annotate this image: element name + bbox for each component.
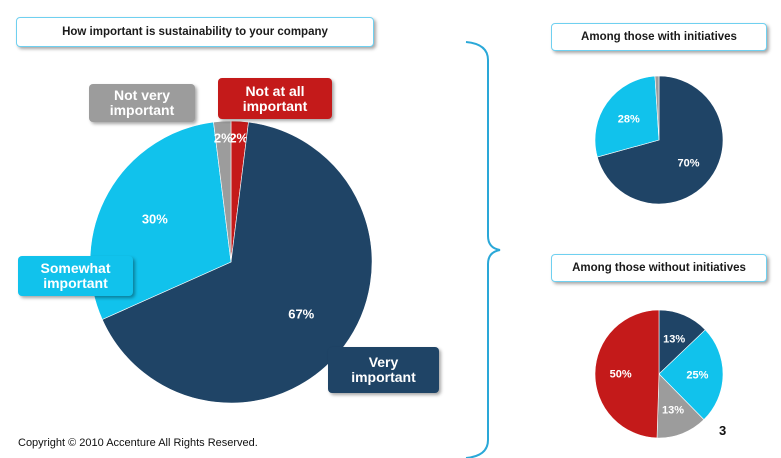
- copyright-notice: Copyright © 2010 Accenture All Rights Re…: [18, 437, 258, 449]
- callout-not-at-all-important: Not at all important: [218, 78, 332, 119]
- main-label-very-important: 67%: [288, 307, 314, 322]
- without-label-very-important: 13%: [663, 334, 685, 346]
- with-initiatives-pie: 70% 28%: [594, 75, 724, 205]
- callout-somewhat-important: Somewhat important: [18, 256, 133, 296]
- without-label-not-very-important: 13%: [662, 405, 684, 417]
- with-initiatives-title: Among those with initiatives: [551, 23, 767, 51]
- with-slice-somewhat-important: [594, 75, 660, 158]
- without-initiatives-title: Among those without initiatives: [551, 254, 767, 282]
- callout-very-important: Very important: [328, 347, 439, 393]
- without-label-somewhat-important: 25%: [686, 369, 708, 381]
- with-slice-very-important: [596, 75, 724, 205]
- main-chart-title: How important is sustainability to your …: [16, 17, 374, 47]
- with-slice-not-very-important: [654, 75, 660, 141]
- callout-not-very-important: Not very important: [89, 84, 195, 122]
- without-label-not-at-all-important: 50%: [610, 368, 632, 380]
- main-slice-not-very-important: [213, 120, 232, 263]
- without-slice-somewhat-important: [658, 329, 724, 421]
- main-label-somewhat-important: 30%: [142, 212, 168, 227]
- without-initiatives-pie: 13% 25% 13% 50%: [594, 309, 724, 439]
- bracket-brace: [465, 41, 501, 458]
- main-label-not-very-important: 2%: [214, 131, 233, 146]
- with-label-somewhat-important: 28%: [618, 113, 640, 125]
- main-slice-very-important: [101, 121, 373, 404]
- main-label-not-at-all-important: 2%: [229, 131, 248, 146]
- with-label-very-important: 70%: [678, 157, 700, 169]
- page-number: 3: [719, 423, 727, 438]
- without-slice-not-at-all-important: [594, 309, 660, 439]
